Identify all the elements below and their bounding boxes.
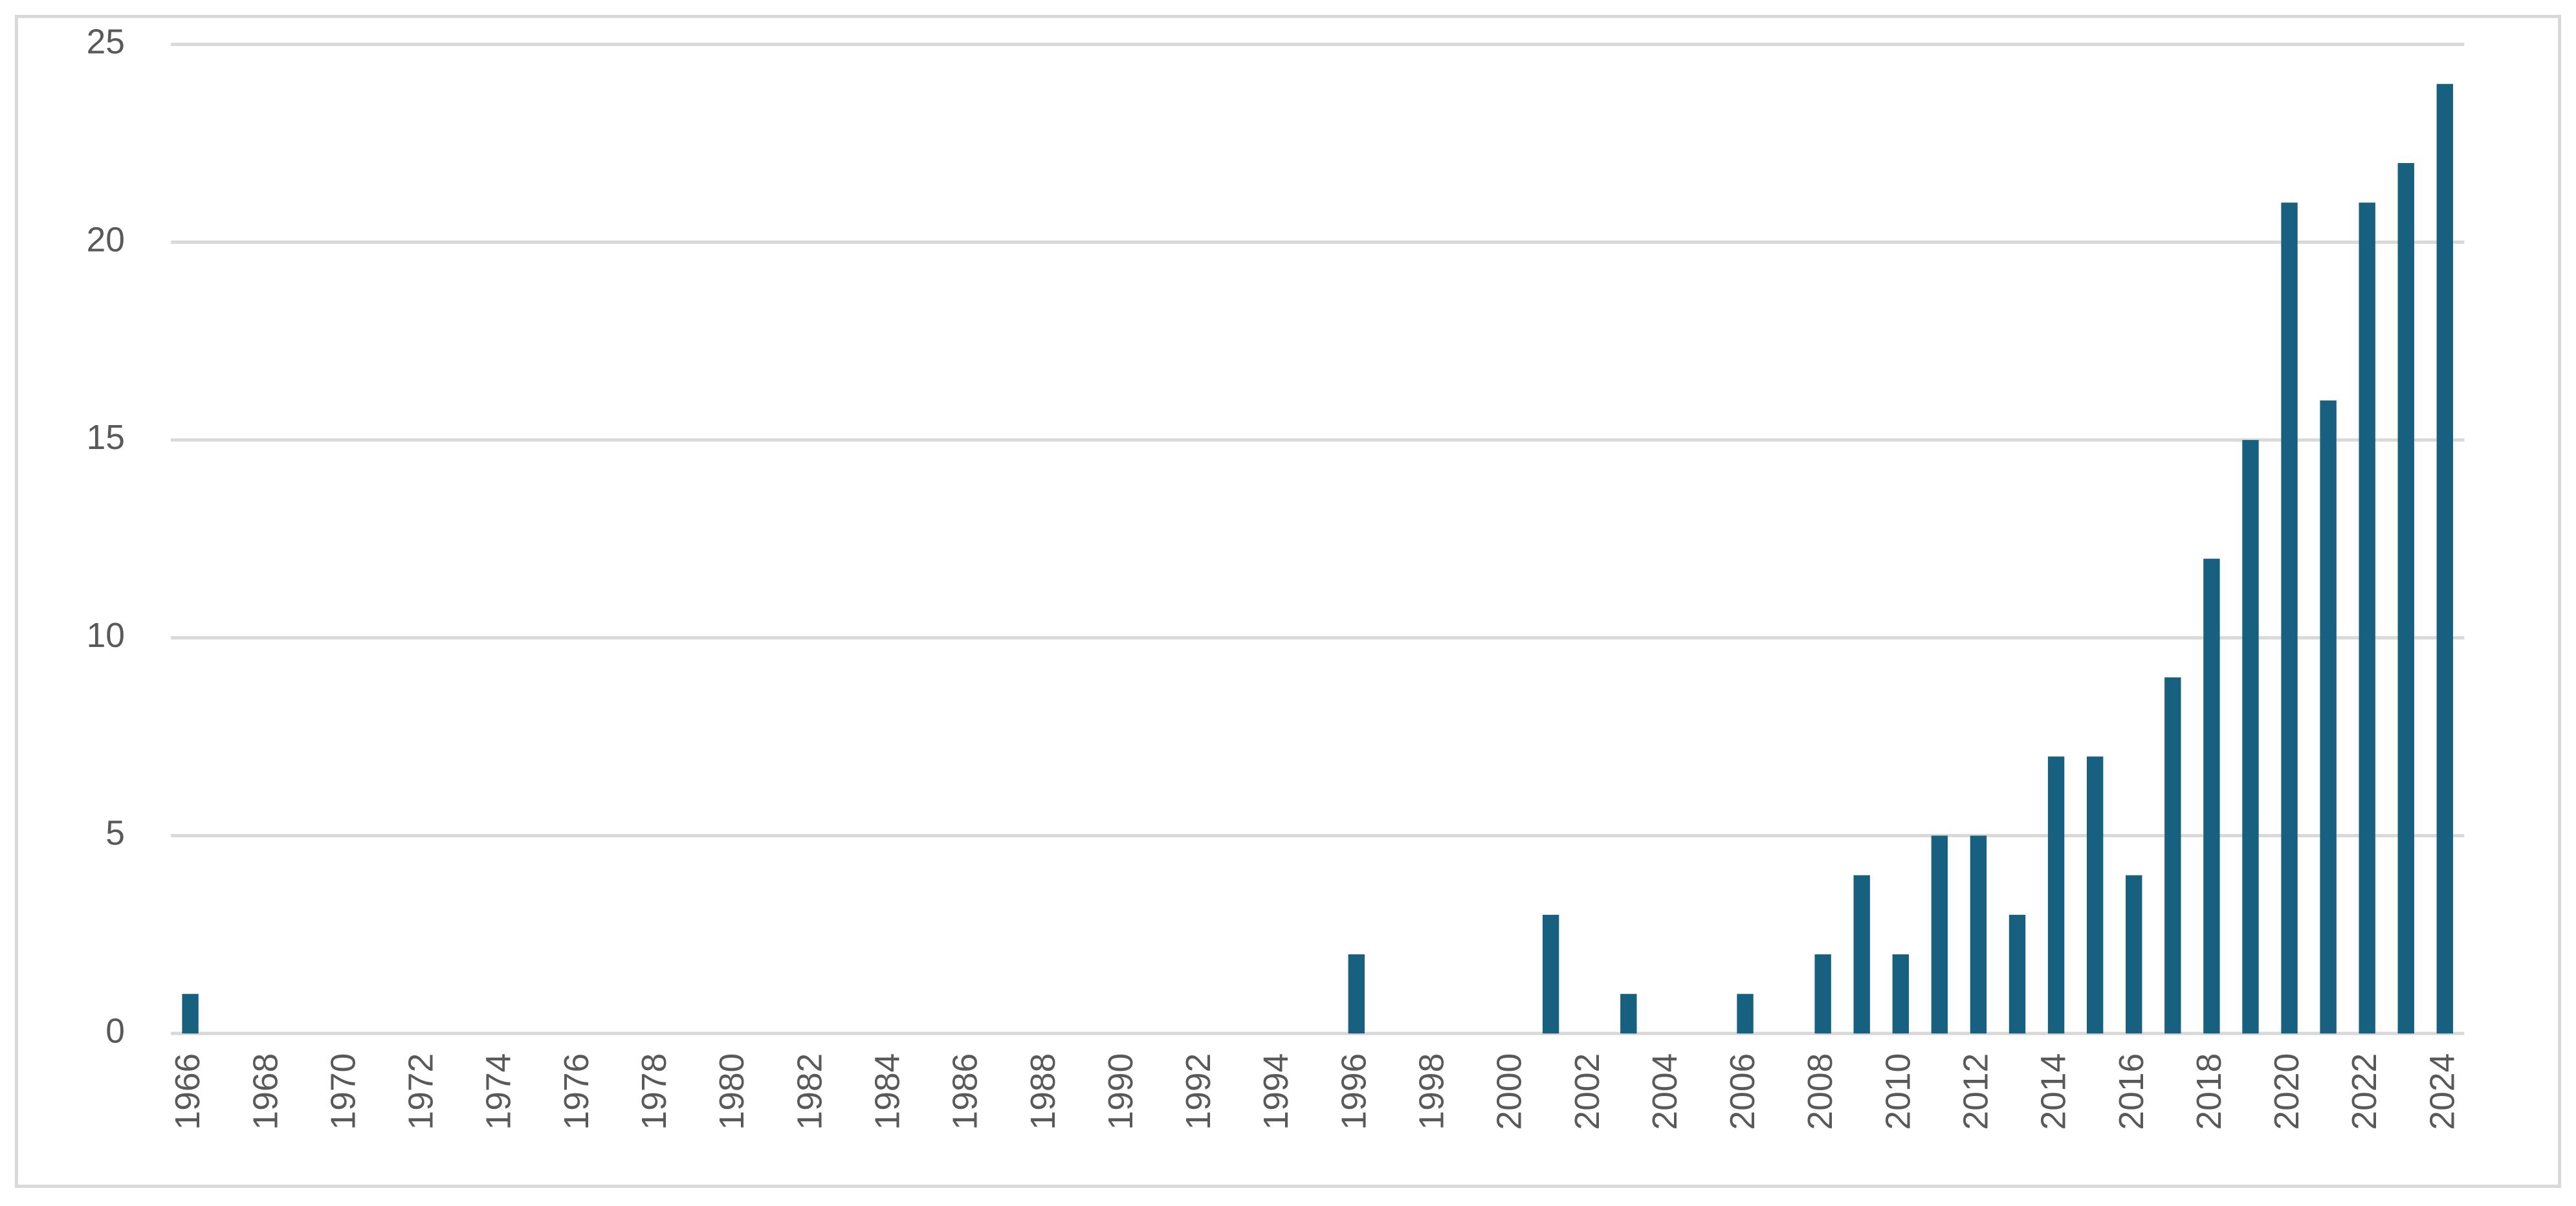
x-tick-label: 2020 bbox=[2268, 1053, 2306, 1130]
x-tick-label: 2008 bbox=[1801, 1053, 1840, 1130]
x-tick-label: 1990 bbox=[1102, 1053, 1140, 1130]
x-tick-label: 1992 bbox=[1180, 1053, 1218, 1130]
bar bbox=[2009, 914, 2026, 1034]
bar bbox=[2126, 875, 2142, 1034]
x-tick-label: 1966 bbox=[169, 1053, 207, 1130]
x-tick-label: 2018 bbox=[2190, 1053, 2229, 1130]
bar bbox=[2397, 163, 2414, 1034]
bar bbox=[182, 994, 199, 1034]
x-tick-label: 1968 bbox=[247, 1053, 285, 1130]
bar bbox=[1814, 954, 1831, 1034]
x-tick-label: 2024 bbox=[2423, 1053, 2461, 1130]
y-tick-label: 10 bbox=[87, 617, 125, 655]
bar bbox=[2164, 677, 2181, 1034]
x-tick-label: 2006 bbox=[1724, 1053, 1762, 1130]
bar bbox=[2359, 203, 2375, 1034]
bar bbox=[1348, 954, 1365, 1034]
bar bbox=[2203, 558, 2220, 1034]
x-tick-label: 1972 bbox=[402, 1053, 441, 1130]
x-tick-label: 2002 bbox=[1569, 1053, 1607, 1130]
bar bbox=[1542, 914, 1559, 1034]
bar bbox=[2047, 756, 2065, 1034]
x-tick-label: 2022 bbox=[2346, 1053, 2384, 1130]
x-tick-label: 1996 bbox=[1335, 1053, 1373, 1130]
bar bbox=[1970, 835, 1987, 1034]
bar bbox=[2281, 203, 2298, 1034]
bar bbox=[1737, 994, 1754, 1034]
x-tick-label: 2000 bbox=[1491, 1053, 1529, 1130]
x-tick-label: 1982 bbox=[791, 1053, 829, 1130]
x-tick-label: 1978 bbox=[635, 1053, 674, 1130]
x-tick-label: 1970 bbox=[324, 1053, 362, 1130]
y-tick-label: 25 bbox=[87, 23, 125, 61]
y-tick-label: 0 bbox=[105, 1012, 125, 1050]
bar bbox=[2320, 400, 2337, 1034]
x-tick-label: 2012 bbox=[1957, 1053, 1996, 1130]
x-tick-label: 2014 bbox=[2035, 1053, 2073, 1130]
x-tick-label: 2004 bbox=[1646, 1053, 1684, 1130]
x-tick-label: 1974 bbox=[480, 1053, 518, 1130]
x-tick-label: 1980 bbox=[713, 1053, 751, 1130]
x-tick-label: 2010 bbox=[1879, 1053, 1917, 1130]
x-tick-label: 1984 bbox=[868, 1053, 907, 1130]
bar bbox=[2242, 440, 2259, 1034]
x-tick-label: 1994 bbox=[1257, 1053, 1295, 1130]
bar bbox=[2086, 756, 2104, 1034]
bar bbox=[1892, 954, 1909, 1034]
x-tick-label: 1998 bbox=[1413, 1053, 1451, 1130]
x-tick-label: 1976 bbox=[558, 1053, 596, 1130]
bar bbox=[1931, 835, 1948, 1034]
x-tick-label: 1988 bbox=[1024, 1053, 1062, 1130]
x-tick-label: 2016 bbox=[2113, 1053, 2151, 1130]
bar bbox=[2436, 83, 2454, 1034]
y-tick-label: 15 bbox=[87, 419, 125, 457]
x-tick-label: 1986 bbox=[947, 1053, 985, 1130]
bar bbox=[1620, 994, 1637, 1034]
y-tick-label: 5 bbox=[105, 815, 125, 853]
y-tick-label: 20 bbox=[87, 221, 125, 259]
bar bbox=[1853, 875, 1870, 1034]
